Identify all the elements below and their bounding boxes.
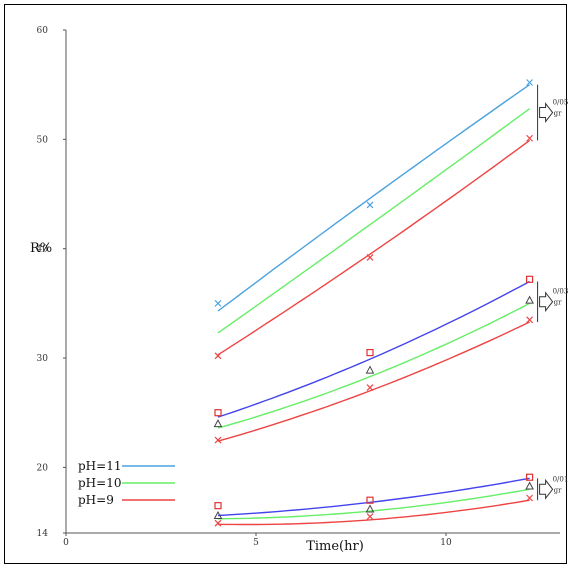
- legend: pH=11 pH=10 pH=9: [78, 459, 175, 507]
- data-point-x: [214, 519, 222, 527]
- legend-item: pH=9: [78, 493, 175, 507]
- marker-stroke: [366, 254, 374, 261]
- x-tick-label: 10: [440, 538, 452, 548]
- group-unit: gr: [554, 486, 562, 494]
- data-point-x: [366, 513, 374, 521]
- legend-label: pH=9: [78, 493, 114, 507]
- data-point-square: [525, 275, 534, 283]
- marker-stroke: [526, 316, 534, 324]
- data-point-x: [366, 254, 374, 261]
- series-line: [217, 280, 530, 418]
- data-point-x: [526, 316, 534, 324]
- data-point-triangle: [525, 481, 534, 490]
- data-point-x: [214, 436, 222, 444]
- marker-stroke: [214, 352, 222, 360]
- data-point-x: [526, 494, 534, 502]
- y-tick-label: 30: [37, 354, 49, 364]
- data-point-x: [366, 384, 374, 391]
- series-line: [217, 302, 530, 429]
- x-tick-label: 0: [63, 538, 69, 548]
- y-tick-label: 60: [37, 26, 49, 36]
- data-point-square: [366, 348, 374, 357]
- series-line: [217, 108, 531, 334]
- data-point-triangle: [213, 510, 223, 520]
- data-point-square: [214, 409, 222, 417]
- group-annotation: 0/01 gr: [537, 475, 569, 501]
- series-line: [217, 477, 530, 517]
- marker-stroke: [214, 299, 222, 307]
- marker-stroke: [366, 513, 374, 521]
- data-point-x: [526, 134, 534, 142]
- legend-item: pH=10: [78, 476, 175, 490]
- group-label: 0/05: [553, 99, 569, 107]
- marker-stroke: [526, 79, 534, 86]
- data-point-square: [366, 496, 374, 504]
- group-annotation: 0/05 gr: [537, 84, 569, 141]
- group-annotation: 0/03 gr: [537, 281, 569, 322]
- data-point-x: [214, 299, 222, 307]
- data-point-triangle: [213, 419, 223, 428]
- legend-label: pH=11: [78, 459, 121, 473]
- data-point-x: [366, 201, 374, 209]
- legend-label: pH=10: [78, 476, 121, 490]
- marker-stroke: [366, 201, 374, 209]
- marker-stroke: [526, 494, 534, 502]
- y-tick-label: 20: [37, 463, 49, 473]
- group-arrow-icon: [539, 291, 554, 313]
- group-annotations: 0/05 gr 0/03 gr 0/01 gr: [537, 84, 569, 501]
- group-label: 0/01: [553, 475, 569, 483]
- data-point-x: [526, 79, 534, 86]
- series-line: [217, 139, 531, 356]
- x-axis-label: Time(hr): [306, 539, 364, 554]
- series-line: [217, 499, 530, 526]
- group-unit: gr: [554, 110, 562, 118]
- group-arrow-icon: [539, 102, 554, 124]
- data-point-triangle: [365, 504, 375, 513]
- x-tick-label: 5: [253, 538, 259, 548]
- series-line: [217, 84, 530, 312]
- y-tick-label: 40: [37, 245, 49, 255]
- data-point-x: [214, 352, 222, 360]
- legend-item: pH=11: [78, 459, 175, 473]
- data-point-triangle: [365, 365, 375, 374]
- series-line: [217, 321, 530, 442]
- marker-stroke: [526, 134, 534, 142]
- chart-frame: [4, 4, 567, 564]
- data-point-square: [214, 502, 222, 510]
- marker-stroke: [366, 384, 374, 391]
- data-point-square: [525, 473, 534, 481]
- marker-stroke: [214, 436, 222, 444]
- marker-stroke: [214, 519, 222, 527]
- group-unit: gr: [554, 299, 562, 307]
- series-layer: [213, 79, 534, 527]
- series-line: [217, 488, 530, 520]
- y-tick-label: 14: [37, 529, 49, 539]
- group-label: 0/03: [553, 288, 569, 296]
- data-point-triangle: [525, 295, 534, 304]
- y-axis-label: R%: [30, 241, 52, 256]
- axes: 14 20 30 40 50 60 0 5 10: [37, 26, 560, 548]
- y-tick-label: 50: [37, 135, 49, 145]
- group-arrow-icon: [539, 478, 554, 500]
